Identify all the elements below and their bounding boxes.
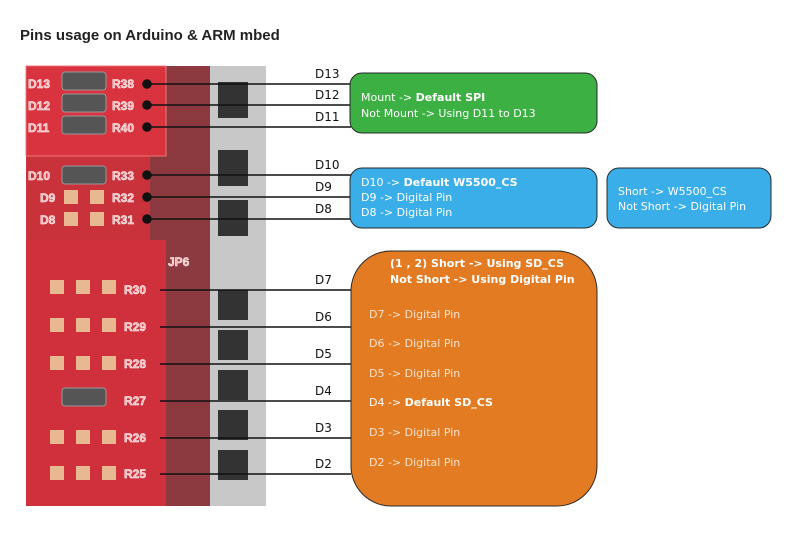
pin-label: D9 xyxy=(315,180,332,194)
pin-label: D6 xyxy=(315,310,332,324)
jumper-line2: Not Short -> Digital Pin xyxy=(618,200,746,213)
silk-label: R25 xyxy=(124,467,146,481)
silk-label: R30 xyxy=(124,283,146,297)
pcb-photo: D13 R38 D12 R39 D11 R40 D10 R33 D9 R32 D… xyxy=(25,65,266,506)
silk-label: R38 xyxy=(112,77,134,91)
pin-label: D8 xyxy=(315,202,332,216)
silk-label: D12 xyxy=(28,99,50,113)
pin-label: D7 xyxy=(315,273,332,287)
pin-dot xyxy=(142,100,152,110)
jumper-line1: Short -> W5500_CS xyxy=(618,185,727,198)
silk-label: JP6 xyxy=(168,255,190,269)
silk-label: R40 xyxy=(112,121,134,135)
pin-label: D12 xyxy=(315,88,340,102)
sd-d5: D5 -> Digital Pin xyxy=(369,367,460,380)
silk-label: D11 xyxy=(28,121,50,135)
pin-label: D2 xyxy=(315,457,332,471)
silk-label: R31 xyxy=(112,213,134,227)
silk-label: R39 xyxy=(112,99,134,113)
sd-d7: D7 -> Digital Pin xyxy=(369,308,460,321)
silk-label: R28 xyxy=(124,357,146,371)
sd-d2: D2 -> Digital Pin xyxy=(369,456,460,469)
pin-label: D13 xyxy=(315,67,340,81)
pin-dot xyxy=(142,170,152,180)
page-title: Pins usage on Arduino & ARM mbed xyxy=(20,27,280,44)
pin-dot xyxy=(142,79,152,89)
pin-label: D5 xyxy=(315,347,332,361)
silk-label: D9 xyxy=(40,191,56,205)
spi-line1: Mount -> Default SPI xyxy=(361,91,485,104)
silk-label: R26 xyxy=(124,431,146,445)
pin-dot xyxy=(142,122,152,132)
pin-label: D10 xyxy=(315,158,340,172)
w5500-line1: D10 -> Default W5500_CS xyxy=(361,176,518,189)
pin-label: D11 xyxy=(315,110,340,124)
silk-label: D13 xyxy=(28,77,50,91)
pin-label: D4 xyxy=(315,384,332,398)
silk-label: R27 xyxy=(124,394,146,408)
pin-dot xyxy=(142,214,152,224)
silk-label: R32 xyxy=(112,191,134,205)
pin-label: D3 xyxy=(315,421,332,435)
sd-box xyxy=(350,250,598,507)
w5500-box xyxy=(349,167,598,229)
silk-label: R29 xyxy=(124,320,146,334)
silk-label: R33 xyxy=(112,169,134,183)
pin-dot xyxy=(142,192,152,202)
sd-header1: (1 , 2) Short -> Using SD_CS xyxy=(390,257,564,270)
w5500-line2: D9 -> Digital Pin xyxy=(361,191,452,204)
w5500-line3: D8 -> Digital Pin xyxy=(361,206,452,219)
silk-label: D8 xyxy=(40,213,56,227)
spi-box xyxy=(349,72,598,134)
silk-label: D10 xyxy=(28,169,50,183)
spi-line2: Not Mount -> Using D11 to D13 xyxy=(361,107,536,120)
sd-d4: D4 -> Default SD_CS xyxy=(369,396,493,409)
jumper-box xyxy=(606,167,772,229)
sd-d3: D3 -> Digital Pin xyxy=(369,426,460,439)
sd-header2: Not Short -> Using Digital Pin xyxy=(390,273,575,286)
sd-d6: D6 -> Digital Pin xyxy=(369,337,460,350)
